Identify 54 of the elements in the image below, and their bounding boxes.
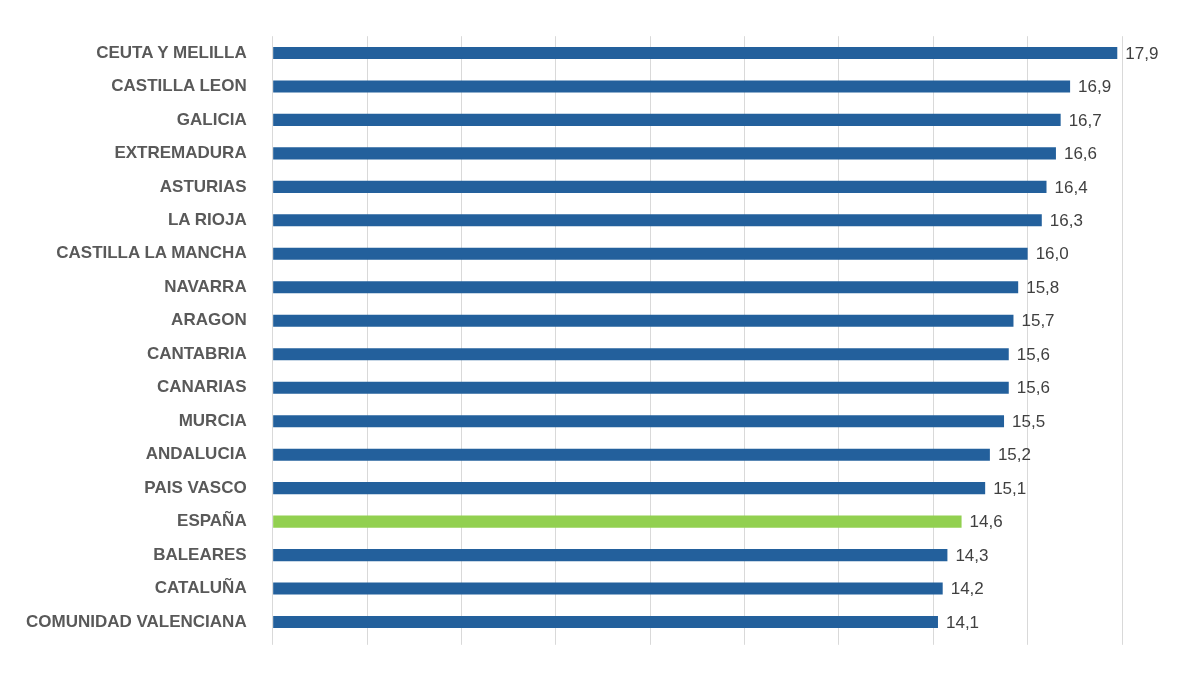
y-tick-label: COMUNIDAD VALENCIANA [25, 611, 247, 631]
y-tick-label: CANTABRIA [146, 343, 247, 363]
y-tick-label: CEUTA Y MELILLA [96, 42, 247, 62]
data-label: 14,1 [945, 612, 980, 632]
y-tick-label: ASTURIAS [159, 176, 247, 196]
y-tick-label: CANARIAS [156, 377, 247, 397]
bar [273, 381, 1009, 394]
bar [273, 113, 1061, 126]
data-label: 16,6 [1063, 144, 1098, 164]
y-tick-label: CASTILLA LEON [111, 76, 247, 96]
data-label: 14,6 [969, 512, 1003, 532]
data-label: 15,7 [1021, 311, 1055, 331]
data-label: 17,9 [1125, 43, 1159, 63]
data-label: 14,2 [950, 579, 984, 599]
y-tick-label: MURCIA [178, 410, 247, 430]
y-tick-label: CATALUÑA [154, 577, 247, 598]
bar [273, 214, 1042, 227]
data-label: 16,0 [1035, 244, 1069, 264]
bar [273, 281, 1019, 294]
data-label: 16,3 [1049, 211, 1083, 231]
data-label: 16,9 [1078, 77, 1112, 97]
y-tick-label: LA RIOJA [167, 210, 247, 230]
data-label: 15,2 [997, 445, 1031, 465]
y-tick-label: GALICIA [176, 109, 247, 129]
bar [273, 448, 990, 461]
data-label: 15,6 [1016, 344, 1050, 364]
bar [273, 616, 938, 629]
data-label: 15,5 [1012, 411, 1046, 431]
bar [273, 80, 1071, 93]
y-tick-label: ARAGON [171, 310, 247, 330]
bar [273, 582, 943, 595]
y-tick-label: CASTILLA LA MANCHA [56, 243, 247, 263]
bar [273, 549, 948, 562]
bar [273, 46, 1118, 59]
y-tick-label: ANDALUCIA [145, 444, 247, 464]
data-label: 16,4 [1054, 177, 1088, 197]
bar [273, 482, 986, 495]
y-tick-label: BALEARES [153, 544, 247, 564]
data-label: 15,8 [1026, 277, 1060, 297]
y-tick-label: PAIS VASCO [144, 477, 247, 497]
bar [273, 247, 1028, 260]
bar [273, 147, 1056, 160]
data-label: 16,7 [1068, 110, 1102, 130]
y-tick-label: EXTREMADURA [114, 143, 247, 163]
y-tick-label: NAVARRA [164, 276, 247, 296]
bar [273, 515, 962, 528]
bar [273, 314, 1014, 327]
bar [273, 180, 1047, 193]
bar [273, 415, 1005, 428]
data-label: 14,3 [955, 545, 989, 565]
data-label: 15,6 [1016, 378, 1050, 398]
data-label: 15,1 [993, 478, 1027, 498]
y-tick-label: ESPAÑA [177, 510, 247, 531]
bar [273, 348, 1009, 361]
